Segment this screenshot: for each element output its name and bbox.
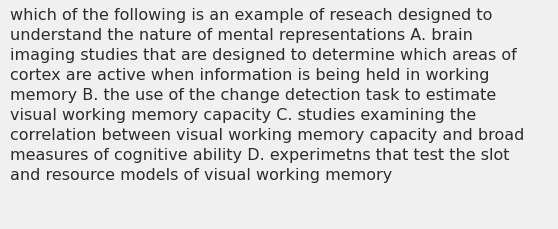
- Text: which of the following is an example of reseach designed to
understand the natur: which of the following is an example of …: [10, 8, 525, 183]
